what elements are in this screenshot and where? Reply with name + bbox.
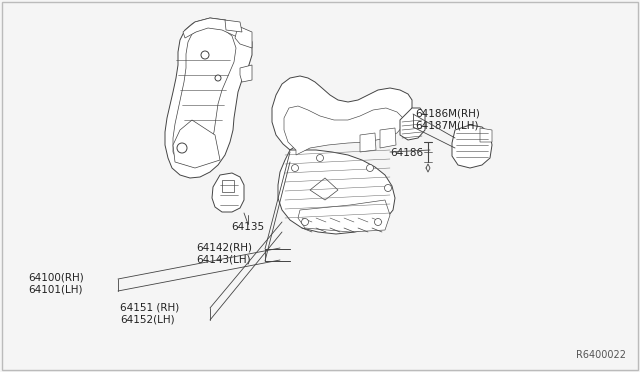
- Text: R6400022: R6400022: [576, 350, 626, 360]
- Polygon shape: [278, 150, 395, 234]
- Circle shape: [374, 218, 381, 225]
- Polygon shape: [310, 178, 338, 200]
- Polygon shape: [183, 18, 248, 42]
- Text: 64187M(LH): 64187M(LH): [415, 120, 479, 130]
- Text: 64101(LH): 64101(LH): [28, 284, 83, 294]
- Polygon shape: [400, 108, 425, 140]
- Polygon shape: [452, 125, 492, 168]
- Text: 64100(RH): 64100(RH): [28, 272, 84, 282]
- Polygon shape: [212, 173, 244, 212]
- Polygon shape: [165, 18, 252, 178]
- Circle shape: [317, 154, 323, 161]
- Text: 64186M(RH): 64186M(RH): [415, 108, 480, 118]
- Polygon shape: [284, 106, 403, 155]
- Text: 64151 (RH): 64151 (RH): [120, 302, 179, 312]
- Circle shape: [177, 143, 187, 153]
- Polygon shape: [480, 128, 492, 142]
- Text: 64152(LH): 64152(LH): [120, 314, 175, 324]
- Polygon shape: [222, 180, 234, 192]
- Circle shape: [215, 75, 221, 81]
- Polygon shape: [240, 65, 252, 82]
- Polygon shape: [298, 200, 390, 232]
- Circle shape: [385, 185, 392, 192]
- Polygon shape: [360, 133, 376, 152]
- Text: 64142(RH): 64142(RH): [196, 242, 252, 252]
- Circle shape: [301, 218, 308, 225]
- Text: 64143(LH): 64143(LH): [196, 254, 251, 264]
- Text: 64135: 64135: [232, 222, 264, 232]
- Text: 64186: 64186: [390, 148, 423, 158]
- Circle shape: [201, 51, 209, 59]
- Polygon shape: [225, 20, 242, 32]
- Polygon shape: [173, 26, 236, 165]
- Circle shape: [367, 164, 374, 171]
- Circle shape: [291, 164, 298, 171]
- Polygon shape: [380, 128, 396, 148]
- Polygon shape: [173, 120, 220, 168]
- Polygon shape: [272, 76, 412, 150]
- Polygon shape: [235, 26, 252, 48]
